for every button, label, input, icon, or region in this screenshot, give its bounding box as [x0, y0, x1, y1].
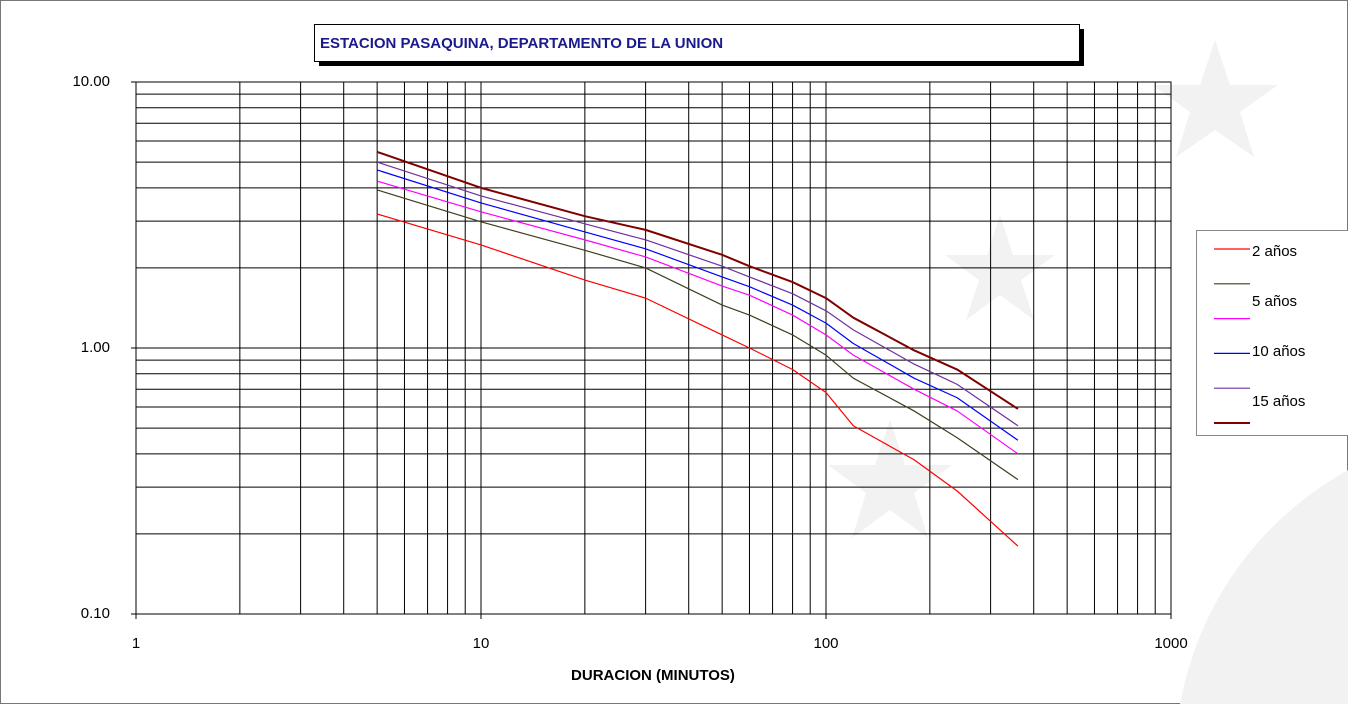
legend-label: 15 años: [1252, 393, 1305, 410]
chart-title: ESTACION PASAQUINA, DEPARTAMENTO DE LA U…: [320, 35, 723, 52]
x-tick-label: 1: [132, 635, 140, 652]
chart-border: [1, 1, 1348, 704]
legend-label: 5 años: [1252, 293, 1297, 310]
x-tick-label: 10: [473, 635, 490, 652]
title-box: ESTACION PASAQUINA, DEPARTAMENTO DE LA U…: [315, 25, 1085, 67]
y-tick-label: 0.10: [81, 605, 110, 622]
legend-label: 10 años: [1252, 343, 1305, 360]
legend-label: 2 años: [1252, 243, 1297, 260]
x-axis-label: DURACION (MINUTOS): [571, 667, 735, 684]
chart: ESTACION PASAQUINA, DEPARTAMENTO DE LA U…: [0, 0, 1348, 704]
x-tick-label: 1000: [1154, 635, 1187, 652]
y-tick-label: 1.00: [81, 339, 110, 356]
x-tick-label: 100: [813, 635, 838, 652]
y-tick-label: 10.00: [72, 73, 110, 90]
